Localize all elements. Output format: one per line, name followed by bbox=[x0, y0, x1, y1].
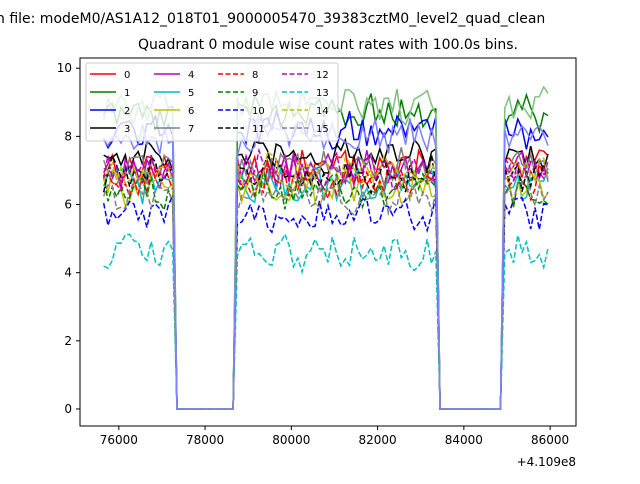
legend-label: 6 bbox=[188, 106, 194, 117]
legend-label: 14 bbox=[316, 106, 329, 117]
legend-label: 7 bbox=[188, 124, 194, 135]
legend-label: 5 bbox=[188, 88, 194, 99]
series-line-2 bbox=[103, 109, 549, 410]
plot-frame bbox=[79, 57, 577, 427]
legend-label: 11 bbox=[252, 124, 265, 135]
legend-label: 1 bbox=[124, 88, 130, 99]
x-offset-label: +4.109e8 bbox=[517, 455, 576, 469]
x-tick-label: 76000 bbox=[100, 433, 138, 447]
legend-label: 12 bbox=[316, 70, 329, 81]
series-line-9 bbox=[102, 171, 549, 410]
series-line-15 bbox=[102, 171, 549, 410]
series-layer bbox=[102, 85, 549, 410]
y-tick-label: 0 bbox=[64, 402, 72, 416]
legend-label: 9 bbox=[252, 88, 258, 99]
legend-label: 0 bbox=[124, 70, 130, 81]
y-tick-label: 6 bbox=[64, 198, 72, 212]
y-tick-label: 4 bbox=[64, 266, 72, 280]
x-tick-label: 80000 bbox=[272, 433, 310, 447]
series-line-6 bbox=[102, 168, 549, 410]
legend-frame bbox=[85, 62, 339, 142]
legend-label: 4 bbox=[188, 70, 194, 81]
series-line-13 bbox=[103, 232, 549, 410]
legend-label: 2 bbox=[124, 106, 130, 117]
y-tick-label: 8 bbox=[64, 129, 72, 143]
series-line-5 bbox=[103, 163, 549, 410]
legend-label: 8 bbox=[252, 70, 258, 81]
legend-label: 15 bbox=[316, 124, 329, 135]
y-tick-label: 2 bbox=[64, 334, 72, 348]
x-tick-label: 78000 bbox=[186, 433, 224, 447]
figure-suptitle: n file: modeM0/AS1A12_018T01_9000005470_… bbox=[0, 11, 545, 27]
series-line-10 bbox=[102, 195, 549, 410]
legend-label: 10 bbox=[252, 106, 265, 117]
series-line-unlabeled bbox=[103, 115, 549, 410]
series-line-3 bbox=[103, 137, 549, 410]
legend-label: 3 bbox=[124, 124, 130, 135]
chart-title: Quadrant 0 module wise count rates with … bbox=[138, 37, 518, 53]
y-tick-label: 10 bbox=[57, 61, 72, 75]
x-tick-label: 86000 bbox=[531, 433, 569, 447]
x-tick-label: 82000 bbox=[359, 433, 397, 447]
legend-label: 13 bbox=[316, 88, 329, 99]
x-tick-label: 84000 bbox=[445, 433, 483, 447]
